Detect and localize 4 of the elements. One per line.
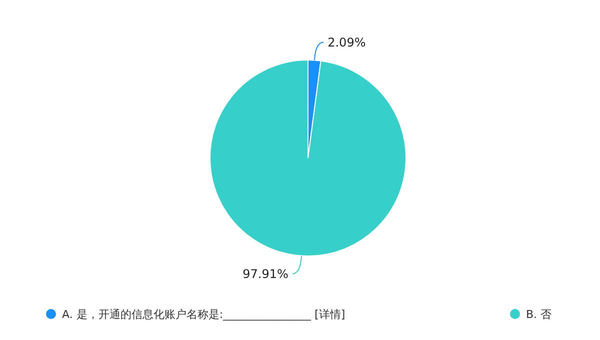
legend-label: B. 否 (526, 308, 552, 321)
data-label: 2.09% (328, 35, 366, 50)
legend-label: A. 是，开通的信息化账户名称是:________________ [详情] (62, 308, 346, 321)
data-label: 97.91% (242, 266, 288, 281)
